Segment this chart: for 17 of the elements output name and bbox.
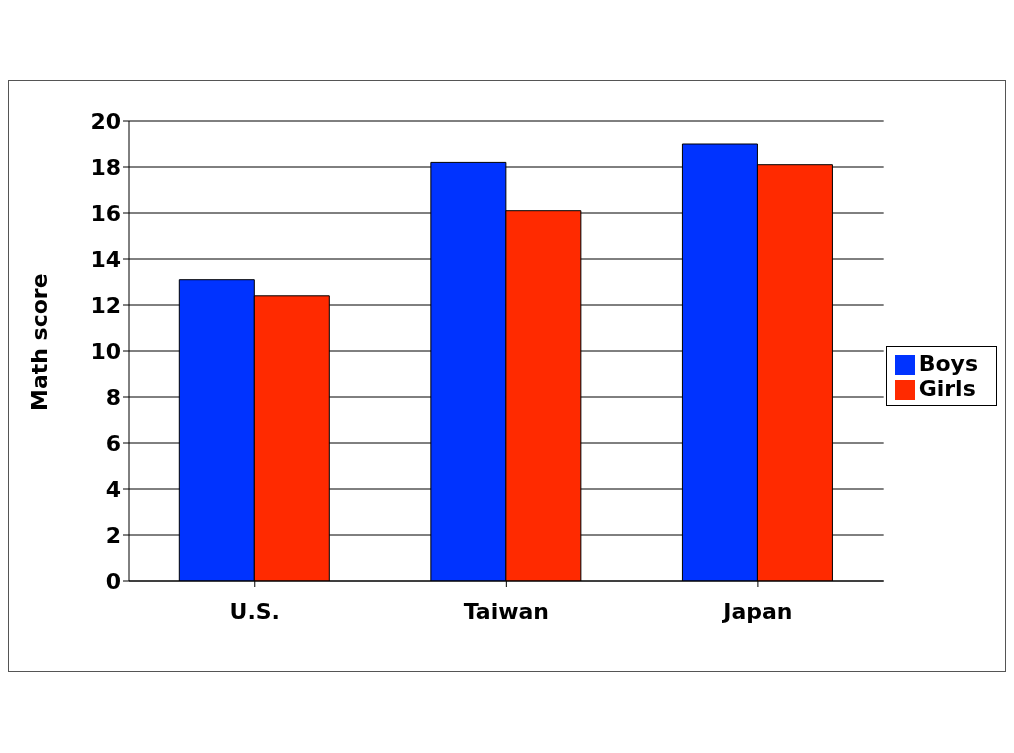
y-tick-label: 18: [90, 154, 121, 180]
y-tick-label: 4: [105, 476, 121, 502]
y-axis-title: Math score: [26, 273, 52, 411]
x-tick-label: Japan: [721, 598, 793, 624]
y-tick-label: 20: [90, 108, 121, 134]
y-tick-label: 14: [90, 246, 121, 272]
y-tick-label: 16: [90, 200, 121, 226]
x-tick-label: U.S.: [229, 598, 280, 624]
y-tick-label: 6: [105, 430, 121, 456]
y-tick-label: 10: [90, 338, 121, 364]
y-tick-label: 0: [105, 568, 121, 594]
y-tick-label: 12: [90, 292, 121, 318]
x-tick-label: Taiwan: [463, 598, 550, 624]
y-tick-label: 2: [105, 522, 121, 548]
legend-label: Boys: [918, 351, 978, 376]
legend-label: Girls: [918, 376, 976, 401]
y-tick-label: 8: [105, 384, 121, 410]
